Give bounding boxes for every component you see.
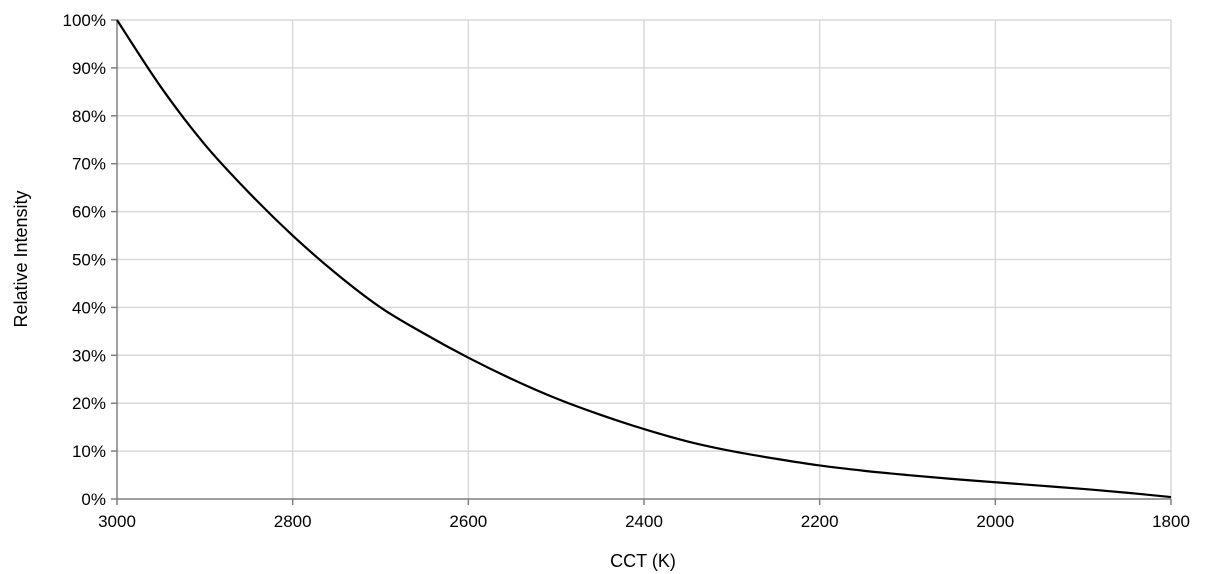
x-tick-label: 2800 — [274, 512, 312, 531]
y-tick-label: 80% — [72, 107, 106, 126]
y-tick-label: 40% — [72, 298, 106, 317]
series — [116, 19, 1172, 499]
grid — [117, 19, 1172, 499]
y-tick-label: 60% — [72, 203, 106, 222]
y-tick-label: 20% — [72, 394, 106, 413]
x-tick-label: 2000 — [976, 512, 1014, 531]
axes — [111, 19, 1172, 505]
y-tick-label: 90% — [72, 59, 106, 78]
y-axis-title: Relative Intensity — [11, 190, 31, 327]
x-tick-label: 2200 — [801, 512, 839, 531]
x-tick-label: 2600 — [449, 512, 487, 531]
x-tick-label: 1800 — [1152, 512, 1190, 531]
x-tick-labels: 3000 2800 2600 2400 2200 2000 1800 — [98, 512, 1190, 531]
y-tick-label: 10% — [72, 442, 106, 461]
x-tick-label: 2400 — [625, 512, 663, 531]
y-tick-label: 100% — [63, 11, 106, 30]
x-tick-label: 3000 — [98, 512, 136, 531]
y-tick-label: 70% — [72, 155, 106, 174]
x-axis-title: CCT (K) — [610, 551, 676, 571]
y-tick-label: 0% — [81, 490, 106, 509]
y-tick-labels: 0% 10% 20% 30% 40% 50% 60% 70% 80% 90% 100% — [63, 11, 106, 509]
y-tick-label: 50% — [72, 251, 106, 270]
series-line — [116, 19, 1172, 499]
y-tick-label: 30% — [72, 346, 106, 365]
